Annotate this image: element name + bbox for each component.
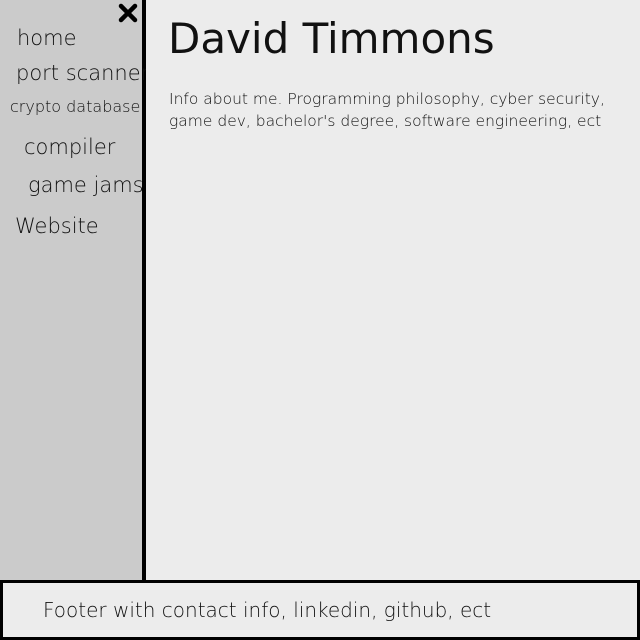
footer-text: Footer with contact info, linkedin, gith… <box>43 598 492 622</box>
sidebar-item-home[interactable]: home <box>17 26 77 50</box>
sidebar-item-port-scanner[interactable]: port scanner <box>16 61 150 85</box>
sidebar-item-website[interactable]: Website <box>15 214 99 238</box>
close-icon-svg <box>118 3 138 23</box>
sidebar-item-crypto-database[interactable]: crypto database <box>10 97 141 116</box>
close-icon[interactable] <box>118 3 138 23</box>
sidebar-item-game-jams[interactable]: game jams <box>28 173 144 197</box>
main-content: David Timmons Info about me. Programming… <box>146 0 640 580</box>
sidebar-item-compiler[interactable]: compiler <box>24 135 116 159</box>
sidebar: home port scanner crypto database compil… <box>0 0 150 580</box>
footer: Footer with contact info, linkedin, gith… <box>0 580 640 640</box>
page-title: David Timmons <box>168 14 495 63</box>
about-text: Info about me. Programming philosophy, c… <box>169 90 605 130</box>
